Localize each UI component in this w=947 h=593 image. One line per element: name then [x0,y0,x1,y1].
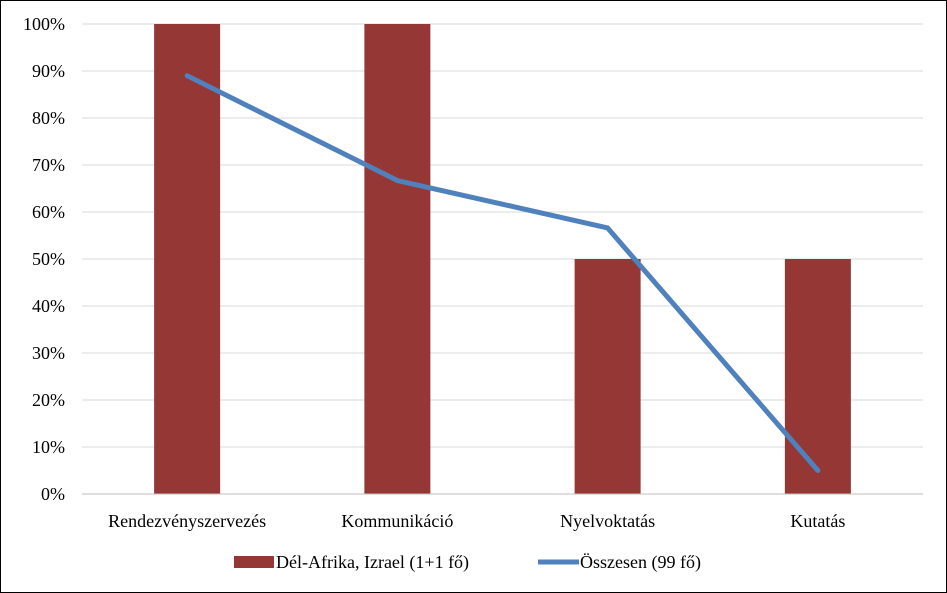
y-tick-label: 100% [23,14,65,34]
y-tick-label: 20% [32,390,65,410]
legend-label-line: Összesen (99 fő) [580,552,701,573]
y-tick-label: 60% [32,202,65,222]
bar-series [154,24,851,494]
y-axis-tick-labels: 0% 10% 20% 30% 40% 50% 60% 70% 80% 90% 100% [23,14,65,504]
bar [574,259,641,494]
y-tick-label: 0% [41,484,65,504]
x-category-label: Nyelvoktatás [560,511,655,531]
line-series [184,73,821,473]
y-tick-label: 80% [32,108,65,128]
x-category-label: Kutatás [790,511,845,531]
bar [784,259,851,494]
x-category-label: Kommunikáció [341,511,453,531]
legend-item-line: Összesen (99 fő) [538,552,701,573]
legend: Dél-Afrika, Izrael (1+1 fő) Összesen (99 … [234,552,701,573]
x-category-label: Rendezvényszervezés [108,511,266,531]
y-tick-label: 10% [32,437,65,457]
bar [154,24,221,494]
line-series-path [184,73,821,473]
y-tick-label: 30% [32,343,65,363]
x-axis-category-labels: Rendezvényszervezés Kommunikáció Nyelvokta… [108,511,845,531]
y-tick-label: 70% [32,155,65,175]
y-tick-label: 50% [32,249,65,269]
y-tick-label: 90% [32,61,65,81]
legend-label-bar: Dél-Afrika, Izrael (1+1 fő) [276,552,469,573]
legend-swatch-bar [234,556,274,568]
legend-item-bar: Dél-Afrika, Izrael (1+1 fő) [234,552,469,573]
gridlines [82,23,923,448]
y-tick-label: 40% [32,296,65,316]
bar [364,24,431,494]
